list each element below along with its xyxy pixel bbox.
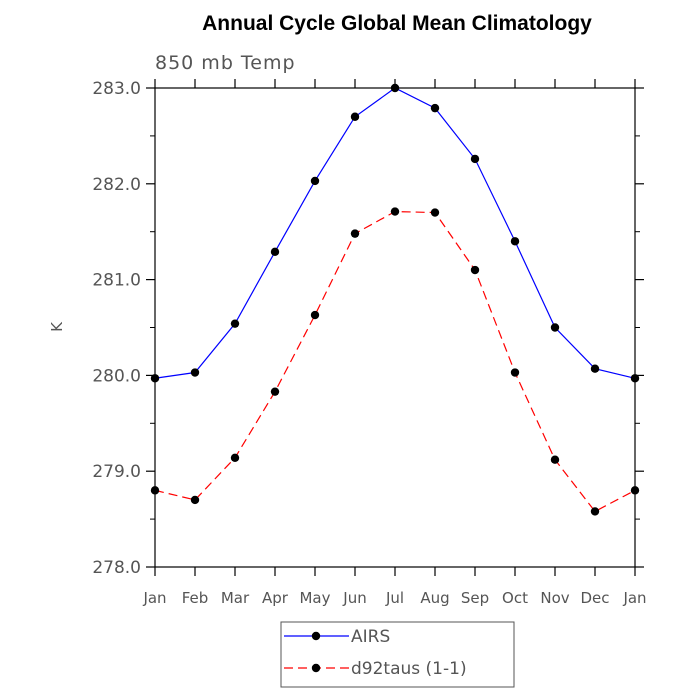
data-point xyxy=(230,319,240,328)
legend-swatch-marker xyxy=(311,631,321,641)
data-point xyxy=(390,83,400,93)
data-point xyxy=(270,387,280,396)
data-point xyxy=(590,364,600,373)
data-point xyxy=(510,368,520,377)
y-tick-label: 279.0 xyxy=(92,462,141,482)
data-point xyxy=(230,453,240,462)
data-point xyxy=(430,103,440,113)
x-tick-label: Dec xyxy=(580,589,609,607)
series-d92taus xyxy=(150,207,640,516)
data-point xyxy=(310,176,320,186)
legend-box xyxy=(280,621,515,688)
data-point xyxy=(470,265,480,275)
x-tick-label: Feb xyxy=(182,589,209,607)
data-point xyxy=(390,207,400,216)
plot-frame xyxy=(154,87,636,568)
x-tick-label: Jan xyxy=(622,589,646,607)
data-point xyxy=(550,323,560,332)
x-tick-label: May xyxy=(299,589,330,607)
x-tick-label: Oct xyxy=(502,589,528,607)
series-line xyxy=(154,210,636,513)
data-point xyxy=(470,154,480,164)
data-point xyxy=(630,486,640,495)
x-tick-label: Mar xyxy=(221,589,250,607)
data-point xyxy=(510,237,520,246)
y-tick-label: 278.0 xyxy=(92,558,141,578)
data-point xyxy=(550,455,560,464)
series-airs xyxy=(150,83,640,383)
chart-title: Annual Cycle Global Mean Climatology xyxy=(202,12,592,35)
chart-subtitle: 850 mb Temp xyxy=(155,52,296,74)
x-tick-label: Jan xyxy=(142,589,166,607)
data-point xyxy=(630,374,640,383)
legend-label: d92taus (1-1) xyxy=(351,659,467,679)
y-tick-label: 283.0 xyxy=(92,79,141,99)
x-tick-label: Jun xyxy=(342,589,366,607)
data-point xyxy=(350,112,360,121)
data-point xyxy=(190,368,200,377)
x-tick-label: Nov xyxy=(540,589,569,607)
legend: AIRS d92taus (1-1) xyxy=(280,621,515,688)
data-point xyxy=(150,486,160,495)
data-point xyxy=(190,495,200,505)
data-point xyxy=(310,310,320,320)
series-layer xyxy=(150,83,640,516)
x-tick-label: Aug xyxy=(420,589,449,607)
x-tick-label: Jul xyxy=(385,589,404,607)
legend-label: AIRS xyxy=(351,627,390,647)
data-point xyxy=(350,229,360,238)
y-tick-label: 282.0 xyxy=(92,175,141,195)
x-tick-label: Sep xyxy=(461,589,489,607)
data-point xyxy=(430,208,440,217)
y-tick-label: 281.0 xyxy=(92,271,141,291)
data-point xyxy=(150,374,160,383)
axis-ticks: 278.0 279.0 280.0 281.0 282.0 283.0 Jan Feb Mar A… xyxy=(92,79,647,607)
y-axis-label: K xyxy=(48,321,66,332)
data-point xyxy=(590,507,600,516)
data-point xyxy=(270,247,280,257)
y-tick-label: 280.0 xyxy=(92,366,141,386)
series-line xyxy=(154,87,636,379)
x-tick-label: Apr xyxy=(262,589,289,607)
legend-swatch-marker xyxy=(311,663,321,673)
